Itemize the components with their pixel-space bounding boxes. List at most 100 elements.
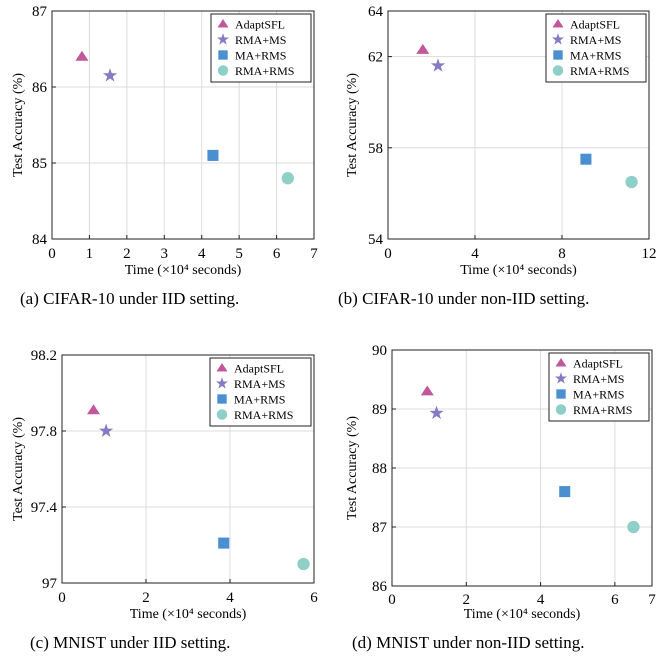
chart-a-plot-frame — [51, 10, 315, 240]
chart-panel-b: 0 4 8 12 54 58 62 64 Time (×10⁴ seconds) Test Acc… — [334, 0, 669, 330]
chart-b-y-tick-label: 58 — [368, 141, 383, 157]
chart-c-x-tick-label: 0 — [58, 590, 66, 606]
chart-b-x-ticks: 0 4 8 12 — [384, 235, 657, 262]
chart-c-y-tick-label: 97.8 — [31, 424, 57, 440]
chart-a-x-tick-label: 6 — [273, 246, 281, 262]
chart-d-y-ticks: 86 87 88 89 90 — [372, 343, 396, 595]
chart-panel-c: 0 2 4 6 97 97.4 97.8 98.2 Time (×10⁴ seconds) Tes… — [0, 330, 334, 663]
chart-b-x-tick-label: 4 — [471, 246, 479, 262]
chart-a-y-ticks: 84 85 86 87 — [32, 4, 56, 248]
chart-b-point-ma-rms — [580, 153, 592, 165]
chart-c-legend-marker — [216, 363, 228, 372]
chart-a-y-tick-label: 85 — [32, 156, 47, 172]
chart-a-y-tick-label: 86 — [32, 80, 48, 96]
chart-a-x-tick-label: 7 — [310, 246, 318, 262]
chart-c-y-ticks: 97 97.4 97.8 98.2 — [31, 348, 66, 592]
chart-a-svg: 0 1 2 3 4 5 6 7 84 85 86 87 Time (×10⁴ seconds) Test … — [11, 4, 318, 278]
chart-d-x-tick-label: 0 — [388, 592, 396, 608]
chart-c-y-tick-label: 97.4 — [31, 500, 58, 516]
chart-a-legend-label: AdaptSFL — [235, 18, 285, 32]
chart-c-x-tick-label: 6 — [310, 590, 318, 606]
chart-b-legend-marker — [553, 50, 563, 60]
chart-b-legend-marker — [551, 33, 565, 45]
chart-d-y-tick-label: 88 — [372, 461, 387, 477]
chart-b-legend-label: RMA+MS — [570, 33, 621, 47]
chart-b-svg: 0 4 8 12 54 58 62 64 Time (×10⁴ seconds) Test Acc… — [345, 4, 657, 278]
chart-a-legend-label: RMA+RMS — [235, 64, 294, 78]
chart-b-legend-marker — [552, 65, 564, 76]
chart-c-legend-label: MA+RMS — [234, 393, 285, 407]
chart-c-point-ma-rms — [218, 537, 230, 549]
chart-a-x-tick-label: 0 — [48, 246, 56, 262]
caption-a: (a) CIFAR-10 under IID setting. — [20, 289, 240, 308]
chart-d-legend-marker — [555, 358, 567, 367]
chart-d-point-ma-rms — [559, 486, 571, 498]
chart-b-point-rma-rms — [625, 175, 638, 189]
chart-c-points — [87, 404, 310, 571]
chart-d-point-adaptsfl — [420, 385, 434, 396]
chart-d-y-tick-label: 87 — [372, 520, 388, 536]
chart-d-x-tick-label: 6 — [611, 592, 619, 608]
chart-d-legend-marker — [556, 389, 566, 399]
chart-d-x-ticks: 0 2 4 6 7 — [388, 582, 656, 608]
chart-b-points — [416, 43, 638, 189]
chart-a-x-tick-label: 5 — [235, 246, 243, 262]
chart-c-svg: 0 2 4 6 97 97.4 97.8 98.2 Time (×10⁴ seconds) Tes… — [11, 348, 318, 622]
chart-a-x-ticks: 0 1 2 3 4 5 6 7 — [48, 235, 318, 262]
chart-b-legend-marker — [552, 19, 564, 28]
chart-a-x-tick-label: 4 — [198, 246, 206, 262]
chart-c-point-rma-ms — [98, 423, 114, 438]
chart-b-y-ticks: 54 58 62 64 — [368, 4, 392, 248]
chart-d-svg: 0 2 4 6 7 86 87 88 89 90 Time (×10⁴ seconds) Test A… — [345, 343, 656, 622]
chart-panel-d: 0 2 4 6 7 86 87 88 89 90 Time (×10⁴ seconds) Test A… — [334, 330, 669, 663]
chart-a-points — [75, 50, 294, 185]
chart-a-x-tick-label: 1 — [86, 246, 94, 262]
chart-c-x-axis-label: Time (×10⁴ seconds) — [130, 607, 247, 622]
chart-d-legend-marker — [554, 372, 568, 384]
chart-b-y-tick-label: 64 — [368, 4, 384, 20]
chart-b-y-tick-label: 62 — [368, 50, 383, 66]
chart-d-point-rma-rms — [627, 520, 640, 534]
chart-c-legend-label: RMA+MS — [234, 377, 285, 391]
chart-a-y-tick-label: 84 — [32, 232, 48, 248]
chart-d-y-tick-label: 86 — [372, 579, 388, 595]
chart-c-y-tick-label: 97 — [42, 576, 58, 592]
chart-b-point-rma-ms — [430, 58, 446, 72]
chart-c-x-ticks: 0 2 4 6 — [58, 579, 318, 606]
chart-d-y-axis-label: Test Accuracy (%) — [345, 416, 360, 520]
chart-d-y-tick-label: 89 — [372, 402, 387, 418]
chart-b-x-tick-label: 8 — [558, 246, 566, 262]
chart-b-y-axis-label: Test Accuracy (%) — [345, 73, 360, 177]
chart-a-y-tick-label: 87 — [32, 4, 48, 20]
chart-c-plot-frame — [61, 354, 315, 584]
chart-d-points — [420, 385, 640, 534]
chart-c-point-adaptsfl — [87, 404, 100, 415]
chart-b-plot-frame — [387, 10, 650, 240]
chart-d-legend-marker — [555, 404, 567, 415]
chart-c-legend-marker — [215, 377, 229, 389]
chart-a-legend-label: MA+RMS — [235, 49, 286, 63]
chart-d-y-tick-label: 90 — [372, 343, 387, 359]
chart-b-point-adaptsfl — [416, 43, 430, 54]
chart-b-y-tick-label: 54 — [368, 232, 384, 248]
chart-c-legend-label: AdaptSFL — [234, 362, 284, 376]
caption-c: (c) MNIST under IID setting. — [30, 633, 231, 652]
chart-c-x-tick-label: 2 — [142, 590, 150, 606]
chart-d-legend-label: RMA+RMS — [573, 403, 632, 417]
chart-c-legend-label: RMA+RMS — [234, 408, 293, 422]
chart-c-x-tick-label: 4 — [226, 590, 234, 606]
chart-panel-a: 0 1 2 3 4 5 6 7 84 85 86 87 Time (×10⁴ seconds) Test … — [0, 0, 334, 330]
caption-b: (b) CIFAR-10 under non-IID setting. — [338, 289, 590, 308]
chart-a-legend-marker — [217, 19, 229, 28]
chart-d-point-rma-ms — [429, 405, 444, 420]
chart-a-point-rma-ms — [102, 68, 118, 82]
chart-c-legend-marker — [217, 394, 227, 404]
caption-d: (d) MNIST under non-IID setting. — [352, 633, 585, 652]
chart-b-x-axis-label: Time (×10⁴ seconds) — [460, 263, 577, 278]
chart-d-x-tick-label: 2 — [463, 592, 471, 608]
chart-a-legend-marker — [218, 50, 228, 60]
chart-c-y-tick-label: 98.2 — [31, 348, 57, 364]
chart-b-x-tick-label: 0 — [384, 246, 392, 262]
chart-c-legend-marker — [216, 409, 228, 420]
